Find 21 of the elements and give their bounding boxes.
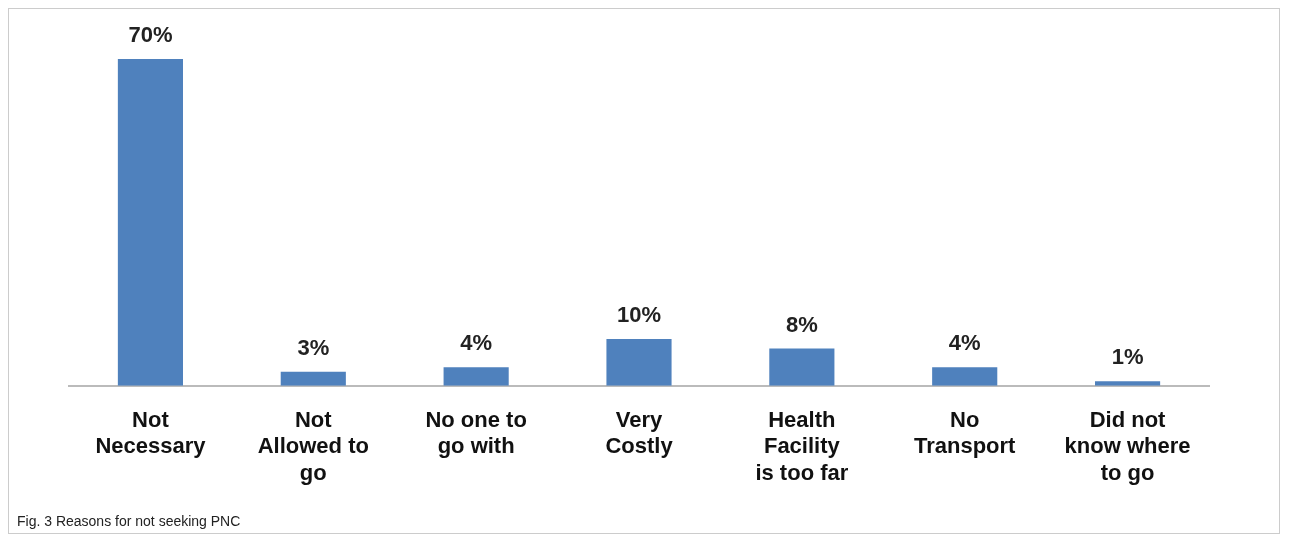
- bar: [280, 371, 346, 386]
- data-label: 4%: [460, 330, 493, 356]
- caption: Fig. 3 Reasons for not seeking PNC: [16, 512, 242, 531]
- bar: [932, 367, 998, 386]
- data-label: 70%: [128, 22, 173, 48]
- x-tick-label: Did not know where to go: [1064, 407, 1191, 485]
- x-tick-label: No Transport: [913, 407, 1017, 459]
- bar: [769, 348, 835, 386]
- x-tick-label: Not Necessary: [95, 407, 207, 459]
- x-tick-label: Health Facility is too far: [755, 407, 849, 485]
- x-tick-label: Not Allowed to go: [257, 407, 369, 485]
- data-label: 10%: [616, 302, 662, 328]
- bar: [117, 59, 183, 386]
- data-label: 3%: [297, 334, 330, 360]
- data-label: 8%: [785, 311, 818, 337]
- bar: [443, 367, 509, 386]
- data-label: 1%: [1111, 344, 1144, 370]
- x-tick-label: Very Costly: [605, 407, 674, 459]
- x-tick-label: No one to go with: [425, 407, 527, 459]
- bar: [606, 339, 672, 386]
- data-label: 4%: [948, 330, 981, 356]
